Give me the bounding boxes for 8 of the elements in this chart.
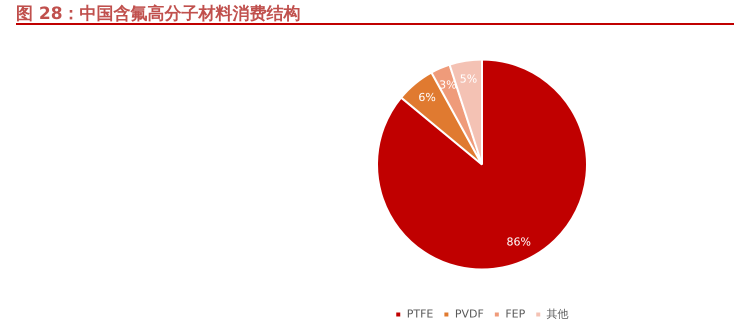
data-label: 6% xyxy=(418,91,436,104)
legend-label: FEP xyxy=(505,307,526,320)
text: 图 28：中国含氟高分子材料消费结构 xyxy=(16,3,301,25)
legend-label: PTFE xyxy=(406,307,434,320)
data-label: 5% xyxy=(460,72,478,86)
legend-label: PVDF xyxy=(454,307,484,320)
data-label: 86% xyxy=(506,235,531,248)
legend-label: 其他 xyxy=(546,307,569,320)
